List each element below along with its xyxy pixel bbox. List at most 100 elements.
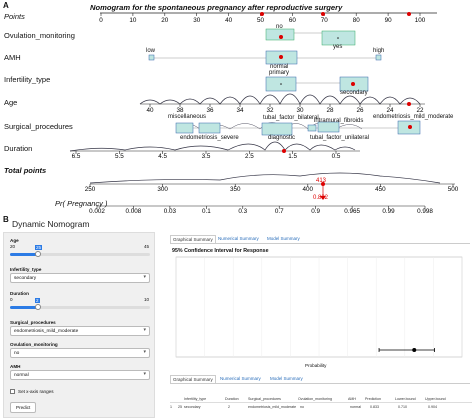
table-cell: 0.833	[370, 405, 379, 409]
axis-range-checkbox-label: Set x-axis ranges	[18, 389, 54, 394]
points-tick-label: 10	[129, 17, 137, 24]
table-header-cell: Upper.bound	[425, 397, 446, 401]
surgical-select[interactable]: endometriosis_mild_moderate ▾	[10, 326, 150, 336]
amh-high: high	[373, 48, 385, 54]
pr-tick-label: 0.3	[238, 208, 247, 215]
table-cell: 25	[178, 405, 182, 409]
duration-tick-label: 4.5	[158, 153, 167, 160]
tab2-graphical-summary[interactable]: Graphical Summary	[170, 375, 216, 383]
row-label-age: Age	[4, 98, 18, 107]
points-tick-label: 80	[353, 17, 361, 24]
age-tick-label: 24	[386, 107, 394, 114]
infertility-select-value: secondary	[14, 276, 37, 281]
table-cell: no	[300, 405, 304, 409]
age-tick-label: 26	[356, 107, 364, 114]
row-label-ovulation: Ovulation_monitoring	[4, 31, 75, 40]
table-cell: endometriosis_mild_moderate	[248, 405, 297, 409]
app-title: Dynamic Nomogram	[12, 219, 90, 229]
duration-max: 10	[144, 297, 150, 302]
surgical-select-label: Surgical_procedures	[10, 320, 56, 325]
table-row: 1 25 secondary 2 endometriosis_mild_moderate…	[170, 405, 472, 411]
points-tick-label: 40	[225, 17, 233, 24]
points-tick-label: 100	[415, 17, 426, 24]
table-cell: 0.710	[398, 405, 407, 409]
table-header-row: Infertility_type Duration Surgical_procedu…	[170, 397, 472, 403]
infertility-select[interactable]: secondary ▾	[10, 273, 150, 283]
amh-select[interactable]: normal ▾	[10, 370, 150, 380]
table-cell: secondary	[184, 405, 201, 409]
age-tick-label: 40	[146, 107, 154, 114]
tab2-model-summary[interactable]: Model Summary	[270, 376, 303, 381]
surg-miscellaneous: miscellaneous	[168, 114, 207, 120]
duration-label: Duration	[10, 291, 29, 296]
age-tick-label: 34	[236, 107, 244, 114]
age-value-badge: 25	[35, 245, 43, 250]
tab-numerical-summary[interactable]: Numerical Summary	[218, 236, 259, 241]
ovulation-select-label: Ovulation_monitoring	[10, 342, 58, 347]
age-slider-fill	[10, 253, 38, 256]
total-tick-label: 500	[448, 186, 459, 193]
table-header-cell: Duration	[225, 397, 239, 401]
pr-tick-label: 0.965	[344, 208, 360, 215]
panel-b-label: B	[3, 215, 9, 224]
tab2-divider	[170, 383, 470, 384]
total-tick-label: 300	[157, 186, 168, 193]
table-header-cell: Lower.bound	[395, 397, 416, 401]
pr-tick-label: 0.998	[417, 208, 433, 215]
duration-tick-label: 2.5	[245, 153, 254, 160]
row-label-duration: Duration	[4, 144, 33, 153]
ci-point-estimate	[412, 348, 417, 352]
age-tick-label: 38	[176, 107, 184, 114]
ovulation-select[interactable]: no ▾	[10, 348, 150, 358]
row-label-infertility: Infertility_type	[4, 75, 51, 84]
row-label-pr: Pr( Pregnancy )	[55, 199, 108, 208]
duration-min: 0	[10, 297, 13, 302]
age-max: 45	[144, 244, 150, 249]
ovulation-no: no	[276, 24, 283, 30]
total-tick-label: 350	[230, 186, 241, 193]
panel-a-label: A	[3, 1, 9, 10]
ovulation-select-value: no	[14, 351, 20, 356]
chevron-down-icon: ▾	[143, 349, 146, 355]
age-tick-label: 22	[416, 107, 424, 114]
infertility-secondary: secondary	[340, 90, 368, 96]
tab2-numerical-summary[interactable]: Numerical Summary	[220, 376, 261, 381]
row-label-amh: AMH	[4, 53, 21, 62]
amh-select-value: normal	[14, 373, 29, 378]
duration-slider[interactable]	[10, 304, 150, 310]
pr-tick-label: 0.03	[164, 208, 177, 215]
total-value-label: 413	[316, 178, 327, 184]
chevron-down-icon: ▾	[143, 274, 146, 280]
points-tick-label: 20	[161, 17, 169, 24]
infertility-primary: primary	[269, 70, 290, 76]
amh-select-label: AMH	[10, 364, 21, 369]
duration-slider-handle[interactable]	[35, 304, 41, 310]
tab-graphical-summary[interactable]: Graphical Summary	[170, 235, 216, 243]
surg-intramural: intramural_fibroids	[314, 118, 364, 124]
age-label: Age	[10, 238, 19, 243]
duration-tick-label: 1.5	[288, 153, 297, 160]
age-slider[interactable]	[10, 251, 150, 257]
age-min: 20	[10, 244, 16, 249]
points-tick-label: 90	[385, 17, 393, 24]
points-tick-label: 30	[193, 17, 201, 24]
age-slider-handle[interactable]	[35, 251, 41, 257]
nomogram-title: Nomogram for the spontaneous pregnancy a…	[90, 3, 343, 12]
tab-model-summary[interactable]: Model Summary	[267, 236, 300, 241]
predict-button[interactable]: Predict	[10, 402, 37, 413]
ci-chart	[175, 256, 463, 358]
pr-value-label: 0.832	[313, 195, 329, 201]
surg-tubal-unilateral: tubal_factor_unilateral	[310, 135, 370, 141]
axis-range-checkbox[interactable]	[10, 389, 15, 394]
pr-tick-label: 0.99	[382, 208, 395, 215]
pr-tick-label: 0.1	[202, 208, 211, 215]
sidebar-panel: Age 20 45 25 Infertility_type secondary …	[3, 232, 155, 418]
surg-endo-severe: endometriosis_severe	[180, 135, 239, 141]
infertility-select-label: Infertility_type	[10, 267, 42, 272]
surg-endo-mild: endometriosis_mild_moderate	[373, 114, 454, 120]
duration-slider-fill	[10, 306, 38, 309]
tab-divider	[170, 243, 470, 244]
table-cell: 0.904	[428, 405, 437, 409]
duration-tick-label: 3.5	[202, 153, 211, 160]
table-header-cell: Ovulation_monitoring	[298, 397, 332, 401]
